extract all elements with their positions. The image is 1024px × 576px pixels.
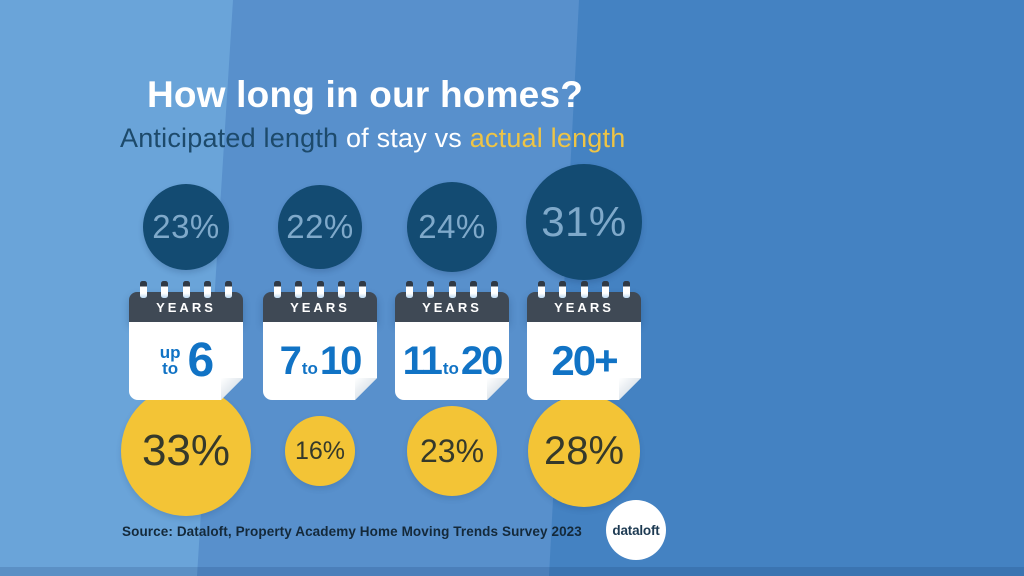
anticipated-bubble: 23%: [143, 184, 229, 270]
calendar-icon: YEARS 7 to 10: [263, 281, 377, 400]
actual-value: 33%: [141, 426, 231, 475]
calendar-icon: YEARS 20+: [527, 281, 641, 400]
background-bottom-strip: [0, 567, 1024, 576]
anticipated-value: 31%: [541, 198, 627, 245]
dataloft-logo-text: dataloft: [612, 522, 660, 538]
actual-value: 16%: [294, 436, 346, 465]
page-curl-icon: [221, 378, 243, 400]
page-subtitle: Anticipated length of stay vs actual len…: [120, 123, 625, 154]
actual-bubble: 28%: [528, 395, 640, 507]
calendar-label: YEARS: [290, 299, 350, 315]
calendar-body: 7 to 10: [263, 322, 377, 400]
actual-bubble: 16%: [285, 416, 355, 486]
anticipated-bubble: 31%: [526, 164, 642, 280]
column-up-to-6-years: 23% YEARS up to 6 33%: [119, 164, 253, 544]
page-title: How long in our homes?: [147, 74, 584, 115]
calendar-body: 11 to 20: [395, 322, 509, 400]
calendar-label: YEARS: [422, 299, 482, 315]
column-7-to-10-years: 22% YEARS 7 to 10 16%: [253, 164, 387, 544]
column-20-plus-years: 31% YEARS 20+ 28%: [517, 164, 651, 544]
year-range: 11 to 20: [402, 339, 502, 383]
anticipated-value: 22%: [286, 208, 354, 245]
year-range: 20+: [551, 337, 617, 384]
calendar-icon: YEARS 11 to 20: [395, 281, 509, 400]
subtitle-actual: actual length: [469, 123, 626, 153]
calendar-body: up to 6: [129, 322, 243, 400]
calendar-label: YEARS: [554, 299, 614, 315]
source-attribution: Source: Dataloft, Property Academy Home …: [122, 524, 582, 539]
page-curl-icon: [487, 378, 509, 400]
column-11-to-20-years: 24% YEARS 11 to 20 23%: [385, 164, 519, 544]
calendar-rings-icon: [395, 281, 509, 298]
page-curl-icon: [619, 378, 641, 400]
calendar-header: YEARS: [129, 292, 243, 322]
calendar-body: 20+: [527, 322, 641, 400]
anticipated-value: 23%: [152, 208, 220, 245]
anticipated-bubble: 22%: [278, 185, 362, 269]
subtitle-anticipated: Anticipated length: [120, 123, 339, 153]
calendar-icon: YEARS up to 6: [129, 281, 243, 400]
anticipated-bubble: 24%: [407, 182, 497, 272]
actual-value: 28%: [543, 428, 625, 473]
dataloft-logo: dataloft: [606, 500, 666, 560]
calendar-rings-icon: [263, 281, 377, 298]
calendar-rings-icon: [129, 281, 243, 298]
actual-value: 23%: [419, 432, 485, 469]
page-curl-icon: [355, 378, 377, 400]
calendar-rings-icon: [527, 281, 641, 298]
actual-bubble: 33%: [121, 386, 251, 516]
subtitle-middle: of stay vs: [338, 123, 470, 153]
actual-bubble: 23%: [407, 406, 497, 496]
calendar-label: YEARS: [156, 299, 216, 315]
year-range: 7 to 10: [279, 339, 361, 383]
year-range: up to 6: [159, 334, 213, 387]
anticipated-value: 24%: [418, 208, 486, 245]
